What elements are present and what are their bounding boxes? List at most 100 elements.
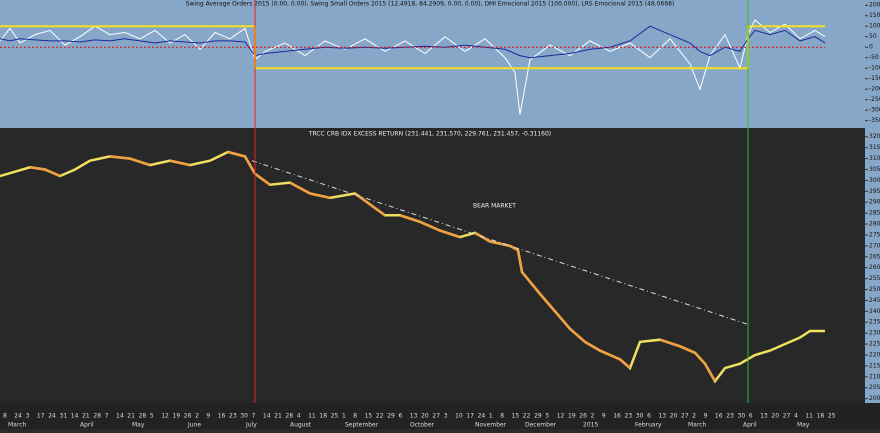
x-day-label: 13 xyxy=(410,413,418,420)
x-day-label: 9 xyxy=(704,413,708,420)
x-day-label: 8 xyxy=(3,413,7,420)
bear-segment xyxy=(569,327,586,343)
x-day-label: 20 xyxy=(771,413,779,420)
x-month-label: March xyxy=(8,422,26,429)
x-month-label: April xyxy=(80,422,94,429)
x-day-label: 25 xyxy=(828,413,836,420)
x-day-label: 17 xyxy=(466,413,474,420)
x-day-label: 23 xyxy=(625,413,633,420)
x-month-label: October xyxy=(410,422,435,429)
y-tick-label: 305 xyxy=(869,166,880,173)
x-day-label: 16 xyxy=(715,413,723,420)
x-day-label: 29 xyxy=(387,413,395,420)
y-tick-label: 225 xyxy=(869,341,880,348)
bear-segment xyxy=(129,157,151,167)
bear-segment xyxy=(29,166,46,171)
y-tick-label: 250 xyxy=(869,286,880,293)
x-day-label: 16 xyxy=(613,413,621,420)
bear-segment xyxy=(399,214,421,224)
x-day-label: 11 xyxy=(308,413,316,420)
bear-segment xyxy=(539,293,556,313)
bear-segment xyxy=(309,192,331,200)
x-day-label: 28 xyxy=(286,413,294,420)
x-month-label: December xyxy=(525,422,557,429)
x-day-label: 24 xyxy=(48,413,56,420)
price-pane xyxy=(0,128,865,403)
x-day-label: 26 xyxy=(184,413,192,420)
bear-segment xyxy=(169,159,191,167)
y-tick-label: 315 xyxy=(869,144,880,151)
x-day-label: 13 xyxy=(658,413,666,420)
x-day-label: 13 xyxy=(760,413,768,420)
x-day-label: 24 xyxy=(478,413,486,420)
y-tick-label: 255 xyxy=(869,275,880,282)
x-day-label: 21 xyxy=(82,413,90,420)
bear-segment xyxy=(254,172,271,186)
x-day-label: 1 xyxy=(489,413,493,420)
x-day-label: 14 xyxy=(116,413,124,420)
x-day-label: 29 xyxy=(534,413,542,420)
x-day-label: 8 xyxy=(353,413,357,420)
x-month-label: November xyxy=(475,422,507,429)
x-day-label: 9 xyxy=(206,413,210,420)
x-day-label: 24 xyxy=(14,413,22,420)
x-day-label: 26 xyxy=(579,413,587,420)
x-day-label: 20 xyxy=(670,413,678,420)
x-day-label: 2 xyxy=(591,413,595,420)
x-month-label: June xyxy=(187,422,201,429)
bear-segment xyxy=(619,358,631,370)
series-line xyxy=(0,25,826,59)
x-day-label: 19 xyxy=(173,413,181,420)
bear-segment xyxy=(679,345,696,354)
x-day-label: 27 xyxy=(783,413,791,420)
x-day-label: 2 xyxy=(692,413,696,420)
x-day-label: 6 xyxy=(399,413,403,420)
right-axis xyxy=(865,0,880,403)
y-tick-label: 200 xyxy=(869,2,880,9)
x-day-label: 12 xyxy=(557,413,565,420)
y-tick-label: 240 xyxy=(869,308,880,315)
y-tick-label: 285 xyxy=(869,210,880,217)
y-tick-label: 210 xyxy=(869,373,880,380)
bear-segment xyxy=(289,181,311,195)
y-tick-label: 50 xyxy=(869,33,877,40)
y-tick-label: -150 xyxy=(869,75,880,82)
bear-segment xyxy=(369,203,386,217)
y-tick-label: -350 xyxy=(869,117,880,124)
x-day-label: 3 xyxy=(26,413,30,420)
x-month-label: May xyxy=(797,422,810,429)
x-month-label: April xyxy=(743,422,757,429)
y-tick-label: -250 xyxy=(869,96,880,103)
x-day-label: 16 xyxy=(218,413,226,420)
bear-segment xyxy=(703,363,717,382)
x-day-label: 17 xyxy=(37,413,45,420)
y-tick-label: 205 xyxy=(869,384,880,391)
y-tick-label: -50 xyxy=(869,54,879,61)
bear-segment xyxy=(554,310,571,330)
x-day-label: 9 xyxy=(602,413,606,420)
y-tick-label: 200 xyxy=(869,395,880,402)
bear-segment xyxy=(694,351,706,365)
y-tick-label: 280 xyxy=(869,221,880,228)
x-day-label: 8 xyxy=(500,413,504,420)
x-day-label: 4 xyxy=(794,413,798,420)
x-day-label: 7 xyxy=(105,413,109,420)
bear-segment xyxy=(439,229,461,239)
y-tick-label: 230 xyxy=(869,330,880,337)
bear-segment xyxy=(44,168,61,178)
y-tick-label: -200 xyxy=(869,86,880,93)
y-tick-label: 320 xyxy=(869,133,880,140)
x-day-label: 5 xyxy=(545,413,549,420)
x-day-label: 5 xyxy=(150,413,154,420)
x-day-label: 12 xyxy=(161,413,169,420)
x-day-label: 31 xyxy=(60,413,68,420)
x-day-label: 15 xyxy=(365,413,373,420)
series-line xyxy=(0,25,825,70)
x-day-label: 15 xyxy=(512,413,520,420)
bear-segment xyxy=(516,249,524,273)
bear-segment xyxy=(584,340,601,352)
oscillator-pane xyxy=(0,0,865,128)
x-day-label: 2 xyxy=(195,413,199,420)
x-day-label: 19 xyxy=(568,413,576,420)
